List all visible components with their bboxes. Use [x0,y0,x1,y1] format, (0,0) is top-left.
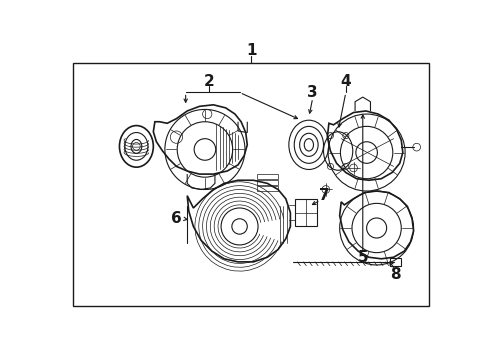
Text: 8: 8 [390,267,400,282]
Bar [391,258,401,266]
Text: 2: 2 [203,74,214,89]
Text: 6: 6 [171,211,182,226]
Bar [295,199,317,226]
Text: 4: 4 [341,74,351,89]
Text: 3: 3 [307,85,318,100]
Text: 5: 5 [358,250,368,265]
Bar [257,186,278,191]
Bar [257,174,278,179]
Text: 1: 1 [246,44,256,58]
Bar [257,180,278,185]
Bar [74,63,429,306]
Text: 7: 7 [319,188,330,203]
